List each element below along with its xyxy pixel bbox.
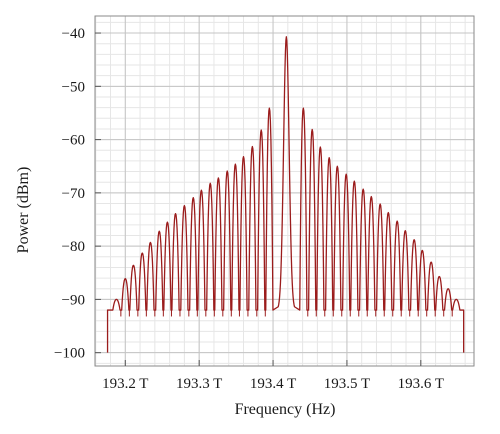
y-tick-label: −70 [62, 186, 85, 202]
y-tick-label: −100 [54, 346, 85, 362]
x-axis-ticks: 193.2 T 193.3 T 193.4 T 193.5 T 193.6 T [102, 360, 444, 392]
x-tick-label: 193.3 T [176, 376, 222, 392]
comb-notches [120, 310, 453, 317]
x-tick-label: 193.5 T [324, 376, 370, 392]
x-tick-label: 193.6 T [398, 376, 444, 392]
y-axis-ticks: −40 −50 −60 −70 −80 −90 −100 [54, 26, 101, 362]
x-tick-label: 193.4 T [250, 376, 296, 392]
y-tick-label: −90 [62, 292, 85, 308]
plot-frame [94, 15, 475, 367]
y-tick-label: −60 [62, 133, 85, 149]
spectrum-trace [106, 36, 465, 353]
y-axis-title: Power (dBm) [15, 167, 32, 254]
y-tick-label: −50 [62, 79, 85, 95]
y-tick-label: −80 [62, 239, 85, 255]
series-layer [106, 36, 465, 353]
x-axis-title: Frequency (Hz) [235, 401, 336, 418]
x-tick-label: 193.2 T [102, 376, 148, 392]
y-tick-label: −40 [62, 26, 85, 42]
